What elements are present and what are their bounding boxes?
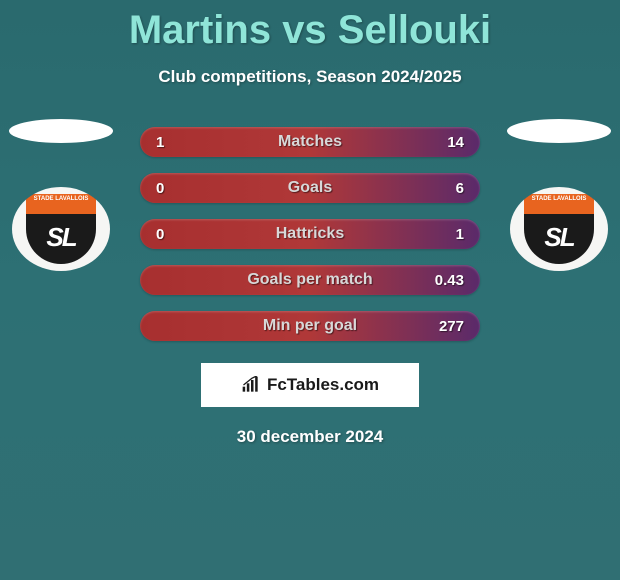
- left-flag-ellipse: [9, 119, 113, 143]
- stat-label: Matches: [196, 133, 424, 151]
- stat-left-value: 0: [156, 180, 196, 197]
- stat-right-value: 277: [424, 318, 464, 335]
- stats-bars: 1 Matches 14 0 Goals 6 0 Hattricks 1 Goa…: [140, 127, 480, 341]
- logo-shield-left: STADE LAVALLOIS SL: [26, 194, 96, 264]
- stat-label: Goals: [196, 179, 424, 197]
- stat-label: Goals per match: [196, 271, 424, 289]
- logo-short-left: SL: [26, 222, 96, 253]
- brand-text: FcTables.com: [267, 375, 379, 395]
- page-title: Martins vs Sellouki: [0, 0, 620, 53]
- stat-label: Min per goal: [196, 317, 424, 335]
- brand-box[interactable]: FcTables.com: [201, 363, 419, 407]
- left-player-column: STADE LAVALLOIS SL: [6, 119, 116, 271]
- logo-shield-right: STADE LAVALLOIS SL: [524, 194, 594, 264]
- stat-label: Hattricks: [196, 225, 424, 243]
- subtitle: Club competitions, Season 2024/2025: [0, 67, 620, 87]
- stat-right-value: 6: [424, 180, 464, 197]
- logo-top-text-right: STADE LAVALLOIS: [524, 196, 594, 202]
- stat-left-value: 0: [156, 226, 196, 243]
- stat-right-value: 1: [424, 226, 464, 243]
- date-text: 30 december 2024: [0, 427, 620, 447]
- right-club-logo: STADE LAVALLOIS SL: [510, 187, 608, 271]
- stat-row-min-per-goal: Min per goal 277: [140, 311, 480, 341]
- logo-short-right: SL: [524, 222, 594, 253]
- stat-right-value: 0.43: [424, 272, 464, 289]
- chart-icon: [241, 376, 261, 394]
- content-area: STADE LAVALLOIS SL STADE LAVALLOIS SL 1 …: [0, 127, 620, 447]
- stat-row-matches: 1 Matches 14: [140, 127, 480, 157]
- logo-top-text-left: STADE LAVALLOIS: [26, 196, 96, 202]
- left-club-logo: STADE LAVALLOIS SL: [12, 187, 110, 271]
- stat-row-goals: 0 Goals 6: [140, 173, 480, 203]
- right-flag-ellipse: [507, 119, 611, 143]
- stat-right-value: 14: [424, 134, 464, 151]
- stat-left-value: 1: [156, 134, 196, 151]
- stat-row-goals-per-match: Goals per match 0.43: [140, 265, 480, 295]
- stat-row-hattricks: 0 Hattricks 1: [140, 219, 480, 249]
- right-player-column: STADE LAVALLOIS SL: [504, 119, 614, 271]
